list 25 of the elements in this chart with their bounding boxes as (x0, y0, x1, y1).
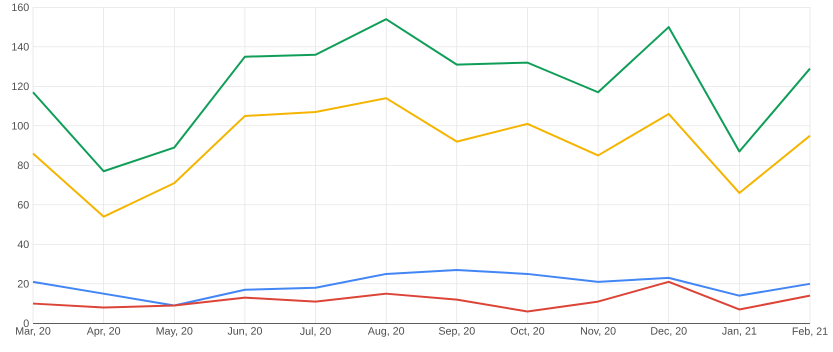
x-tick-label: Jun, 20 (228, 326, 262, 336)
line-series (32, 97, 811, 218)
line-series (32, 280, 811, 312)
y-tick-label: 120 (12, 82, 29, 90)
x-tick-label: Jul, 20 (300, 326, 331, 336)
x-tick-label: Jan, 21 (722, 326, 756, 336)
x-tick-label: Apr, 20 (86, 326, 120, 337)
x-tick-label: Sep, 20 (438, 326, 475, 337)
y-tick-label: 160 (12, 3, 29, 11)
y-tick-label: 40 (18, 240, 29, 248)
x-tick-label: Mar, 20 (16, 326, 50, 336)
x-tick-label: Dec, 20 (651, 326, 687, 336)
y-tick-label: 20 (18, 280, 29, 288)
y-tick-label: 0 (24, 319, 29, 327)
line-series (32, 18, 811, 172)
x-tick-label: Nov, 20 (580, 326, 616, 336)
x-tick-label: Oct, 20 (510, 326, 544, 336)
y-tick-label: 60 (18, 200, 29, 208)
line-series (32, 268, 811, 306)
y-tick-label: 80 (18, 161, 29, 169)
x-tick-label: Feb, 21 (792, 326, 828, 336)
y-tick-label: 100 (12, 122, 29, 130)
x-tick-label: Aug, 20 (368, 326, 404, 337)
y-tick-label: 140 (12, 42, 29, 50)
x-tick-label: May, 20 (156, 326, 192, 337)
